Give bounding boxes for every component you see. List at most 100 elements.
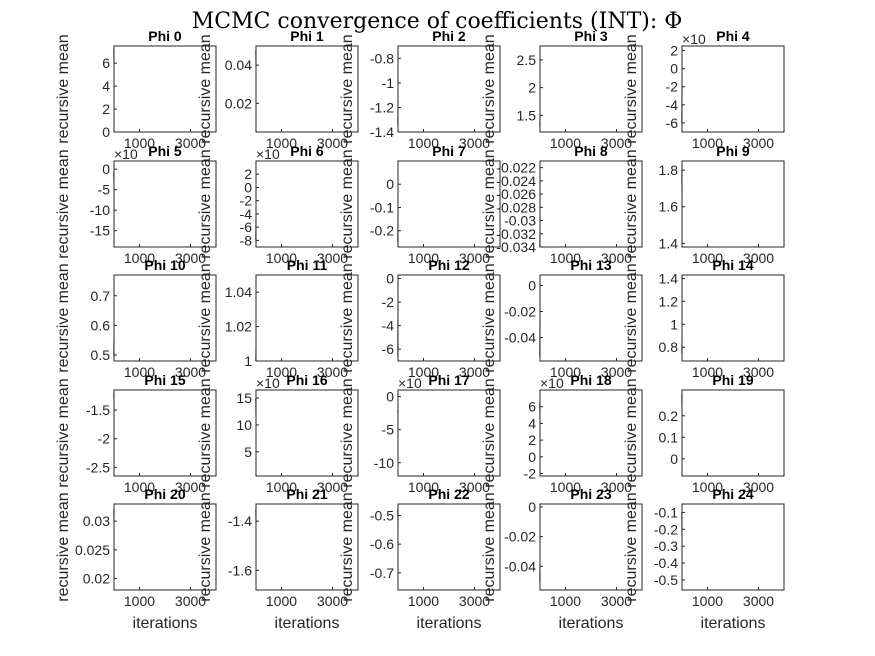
- y-tick-label: 2.5: [517, 52, 537, 68]
- subplot-frame: [681, 274, 785, 362]
- subplot-frame: [113, 45, 217, 133]
- subplot-1: 0.02 0.04 1000 3000 Phi 1 recursive mean: [197, 28, 359, 151]
- x-tick-label: 1000: [124, 250, 155, 266]
- subplot-title: Phi 12: [428, 257, 469, 273]
- x-tick-label: 1000: [692, 479, 723, 495]
- y-axis-label: recursive mean: [339, 149, 356, 258]
- subplot-title: Phi 19: [712, 372, 753, 388]
- x-tick-label: 3000: [459, 479, 490, 495]
- x-tick-label: 1000: [408, 479, 439, 495]
- x-tick-label: 3000: [459, 364, 490, 380]
- x-tick-label: 1000: [124, 479, 155, 495]
- y-axis-label: recursive mean: [481, 378, 498, 487]
- subplot-13: -0.04 -0.02 0 1000 3000 Phi 13 recursive mean: [481, 257, 643, 380]
- y-axis-label: recursive mean: [197, 378, 214, 487]
- x-tick-label: 1000: [692, 593, 723, 609]
- subplot-frame: [255, 274, 359, 362]
- x-tick-label: 3000: [175, 364, 206, 380]
- subplot-title: Phi 8: [574, 143, 608, 159]
- x-tick-label: 3000: [175, 135, 206, 151]
- x-tick-label: 1000: [266, 135, 297, 151]
- x-tick-label: 3000: [317, 593, 348, 609]
- y-tick-label: -6: [240, 219, 253, 235]
- y-tick-label: 0.5: [91, 347, 111, 363]
- x-tick-label: 1000: [408, 135, 439, 151]
- y-axis-label: recursive mean: [481, 492, 498, 601]
- subplot-frame: [681, 160, 785, 248]
- x-tick-label: 3000: [175, 479, 206, 495]
- subplot-title: Phi 0: [148, 28, 182, 44]
- y-tick-label: -0.02: [504, 303, 536, 319]
- x-tick-label: 3000: [743, 364, 774, 380]
- x-tick-label: 3000: [601, 593, 632, 609]
- subplot-frame: [255, 503, 359, 591]
- subplot-frame: [255, 389, 359, 477]
- y-tick-label: 0.04: [225, 57, 252, 73]
- y-tick-label: -0.4: [654, 555, 678, 571]
- x-tick-label: 1000: [266, 593, 297, 609]
- y-axis-label: recursive mean: [197, 149, 214, 258]
- subplot-19: 0 0.1 0.2 1000 3000 Phi 19 recursive mean: [623, 372, 785, 495]
- subplot-23: -0.04 -0.02 0 1000 3000 Phi 23 recursive mean i…: [481, 486, 643, 632]
- y-tick-label: 0: [386, 389, 394, 405]
- y-tick-label: -4: [666, 97, 679, 113]
- subplot-frame: [113, 503, 217, 591]
- x-tick-label: 3000: [601, 135, 632, 151]
- y-tick-label: 1.2: [659, 293, 679, 309]
- x-axis-label: iterations: [417, 615, 482, 632]
- y-axis-label: recursive mean: [55, 492, 72, 601]
- subplot-title: Phi 15: [144, 372, 185, 388]
- x-tick-label: 1000: [408, 593, 439, 609]
- subplot-frame: [397, 503, 501, 591]
- subplot-frame: [397, 160, 501, 248]
- x-tick-label: 1000: [550, 479, 581, 495]
- y-tick-label: 5: [244, 444, 252, 460]
- subplot-frame: [539, 389, 643, 477]
- subplot-frame: [539, 274, 643, 362]
- y-tick-label: 4: [102, 78, 110, 94]
- subplot-title: Phi 11: [287, 257, 328, 273]
- y-tick-label: 0.02: [83, 571, 110, 587]
- subplot-frame: [681, 503, 785, 591]
- y-tick-label: -0.3: [654, 538, 678, 554]
- y-axis-label: recursive mean: [623, 149, 640, 258]
- y-axis-label: recursive mean: [623, 378, 640, 487]
- subplot-frame: [397, 45, 501, 133]
- y-exponent-label: ×10: [540, 375, 564, 391]
- y-tick-label: -0.04: [504, 330, 536, 346]
- y-axis-label: recursive mean: [339, 492, 356, 601]
- x-tick-label: 1000: [266, 364, 297, 380]
- subplot-8: -0.034-0.032-0.03-0.028-0.026-0.024-0.02…: [481, 143, 643, 266]
- y-tick-label: -1.5: [86, 402, 110, 418]
- y-axis-label: recursive mean: [197, 492, 214, 601]
- y-axis-label: recursive mean: [623, 263, 640, 372]
- subplot-20: 0.02 0.025 0.03 1000 3000 Phi 20 recursive mea…: [55, 486, 217, 632]
- y-tick-label: 0.6: [91, 317, 111, 333]
- y-tick-label: -1.4: [228, 513, 252, 529]
- subplot-11: 1 1.02 1.04 1000 3000 Phi 11 recursive mean: [197, 257, 359, 380]
- subplot-9: 1.4 1.6 1.8 1000 3000 Phi 9 recursive mean: [623, 143, 785, 266]
- subplot-title: Phi 18: [570, 372, 611, 388]
- y-tick-label: 0: [670, 61, 678, 77]
- x-axis-label: iterations: [559, 615, 624, 632]
- subplot-title: Phi 5: [148, 143, 182, 159]
- y-tick-label: -10: [90, 202, 110, 218]
- y-tick-label: -15: [90, 223, 110, 239]
- x-axis-label: iterations: [275, 615, 340, 632]
- x-tick-label: 3000: [459, 135, 490, 151]
- x-tick-label: 1000: [550, 135, 581, 151]
- y-tick-label: 1.4: [659, 270, 679, 286]
- x-tick-label: 1000: [408, 250, 439, 266]
- x-tick-label: 3000: [317, 250, 348, 266]
- subplot-title: Phi 4: [716, 28, 750, 44]
- x-tick-label: 3000: [175, 250, 206, 266]
- subplot-frame: [397, 389, 501, 477]
- y-tick-label: 6: [528, 399, 536, 415]
- y-tick-label: -10: [374, 455, 394, 471]
- subplot-frame: [255, 45, 359, 133]
- y-tick-label: 1.6: [659, 199, 679, 215]
- y-tick-label: -2: [524, 465, 537, 481]
- y-tick-label: -0.022: [496, 160, 536, 176]
